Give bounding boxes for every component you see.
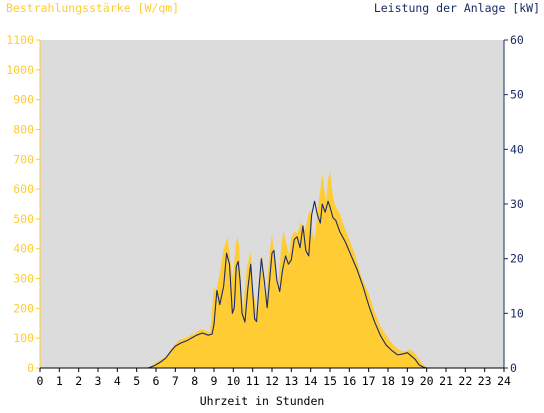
x-tick-label: 12 xyxy=(265,374,279,388)
x-tick-label: 20 xyxy=(420,374,434,388)
y-left-tick-label: 400 xyxy=(13,242,34,256)
x-tick-label: 2 xyxy=(75,374,82,388)
x-tick-label: 7 xyxy=(172,374,179,388)
x-tick-label: 4 xyxy=(114,374,121,388)
x-axis-label: Uhrzeit in Stunden xyxy=(200,394,325,408)
x-tick-label: 19 xyxy=(400,374,414,388)
y-left-tick-label: 900 xyxy=(13,93,34,107)
y-left-tick-label: 500 xyxy=(13,212,34,226)
y-right-tick-label: 60 xyxy=(510,33,524,47)
x-tick-label: 0 xyxy=(37,374,44,388)
x-tick-label: 24 xyxy=(497,374,511,388)
x-tick-label: 10 xyxy=(226,374,240,388)
y-left-tick-label: 1000 xyxy=(6,63,34,77)
y-left-tick-label: 700 xyxy=(13,152,34,166)
x-tick-label: 23 xyxy=(478,374,492,388)
y-left-tick-label: 200 xyxy=(13,301,34,315)
x-tick-label: 18 xyxy=(381,374,395,388)
x-tick-label: 13 xyxy=(284,374,298,388)
y-right-tick-label: 0 xyxy=(510,361,517,375)
x-tick-label: 11 xyxy=(246,374,260,388)
y-axis-left-label: Bestrahlungsstärke [W/qm] xyxy=(6,1,179,15)
x-tick-label: 8 xyxy=(191,374,198,388)
y-right-tick-label: 30 xyxy=(510,197,524,211)
x-tick-label: 17 xyxy=(362,374,376,388)
y-left-tick-label: 1100 xyxy=(6,33,34,47)
x-tick-label: 3 xyxy=(95,374,102,388)
y-left-tick-label: 100 xyxy=(13,331,34,345)
x-tick-label: 14 xyxy=(304,374,318,388)
x-tick-label: 15 xyxy=(323,374,337,388)
x-tick-label: 6 xyxy=(153,374,160,388)
y-left-tick-label: 0 xyxy=(27,361,34,375)
x-tick-label: 22 xyxy=(458,374,472,388)
y-right-tick-label: 20 xyxy=(510,252,524,266)
x-tick-label: 16 xyxy=(342,374,356,388)
x-tick-label: 5 xyxy=(133,374,140,388)
x-tick-label: 21 xyxy=(439,374,453,388)
y-left-tick-label: 600 xyxy=(13,182,34,196)
y-left-tick-label: 800 xyxy=(13,122,34,136)
y-right-tick-label: 50 xyxy=(510,88,524,102)
irradiance-area-series xyxy=(40,171,504,368)
x-tick-label: 9 xyxy=(211,374,218,388)
x-tick-label: 1 xyxy=(56,374,63,388)
power-line-series xyxy=(40,200,504,369)
y-right-tick-label: 10 xyxy=(510,306,524,320)
y-axis-right-label: Leistung der Anlage [kW] xyxy=(374,1,540,15)
y-left-tick-label: 300 xyxy=(13,272,34,286)
y-right-tick-label: 40 xyxy=(510,142,524,156)
